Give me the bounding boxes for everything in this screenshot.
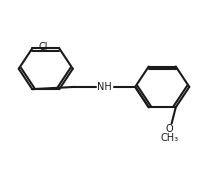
- Text: CH₃: CH₃: [160, 133, 179, 143]
- Text: Cl: Cl: [38, 42, 48, 52]
- Text: O: O: [166, 124, 173, 134]
- Text: NH: NH: [97, 82, 111, 92]
